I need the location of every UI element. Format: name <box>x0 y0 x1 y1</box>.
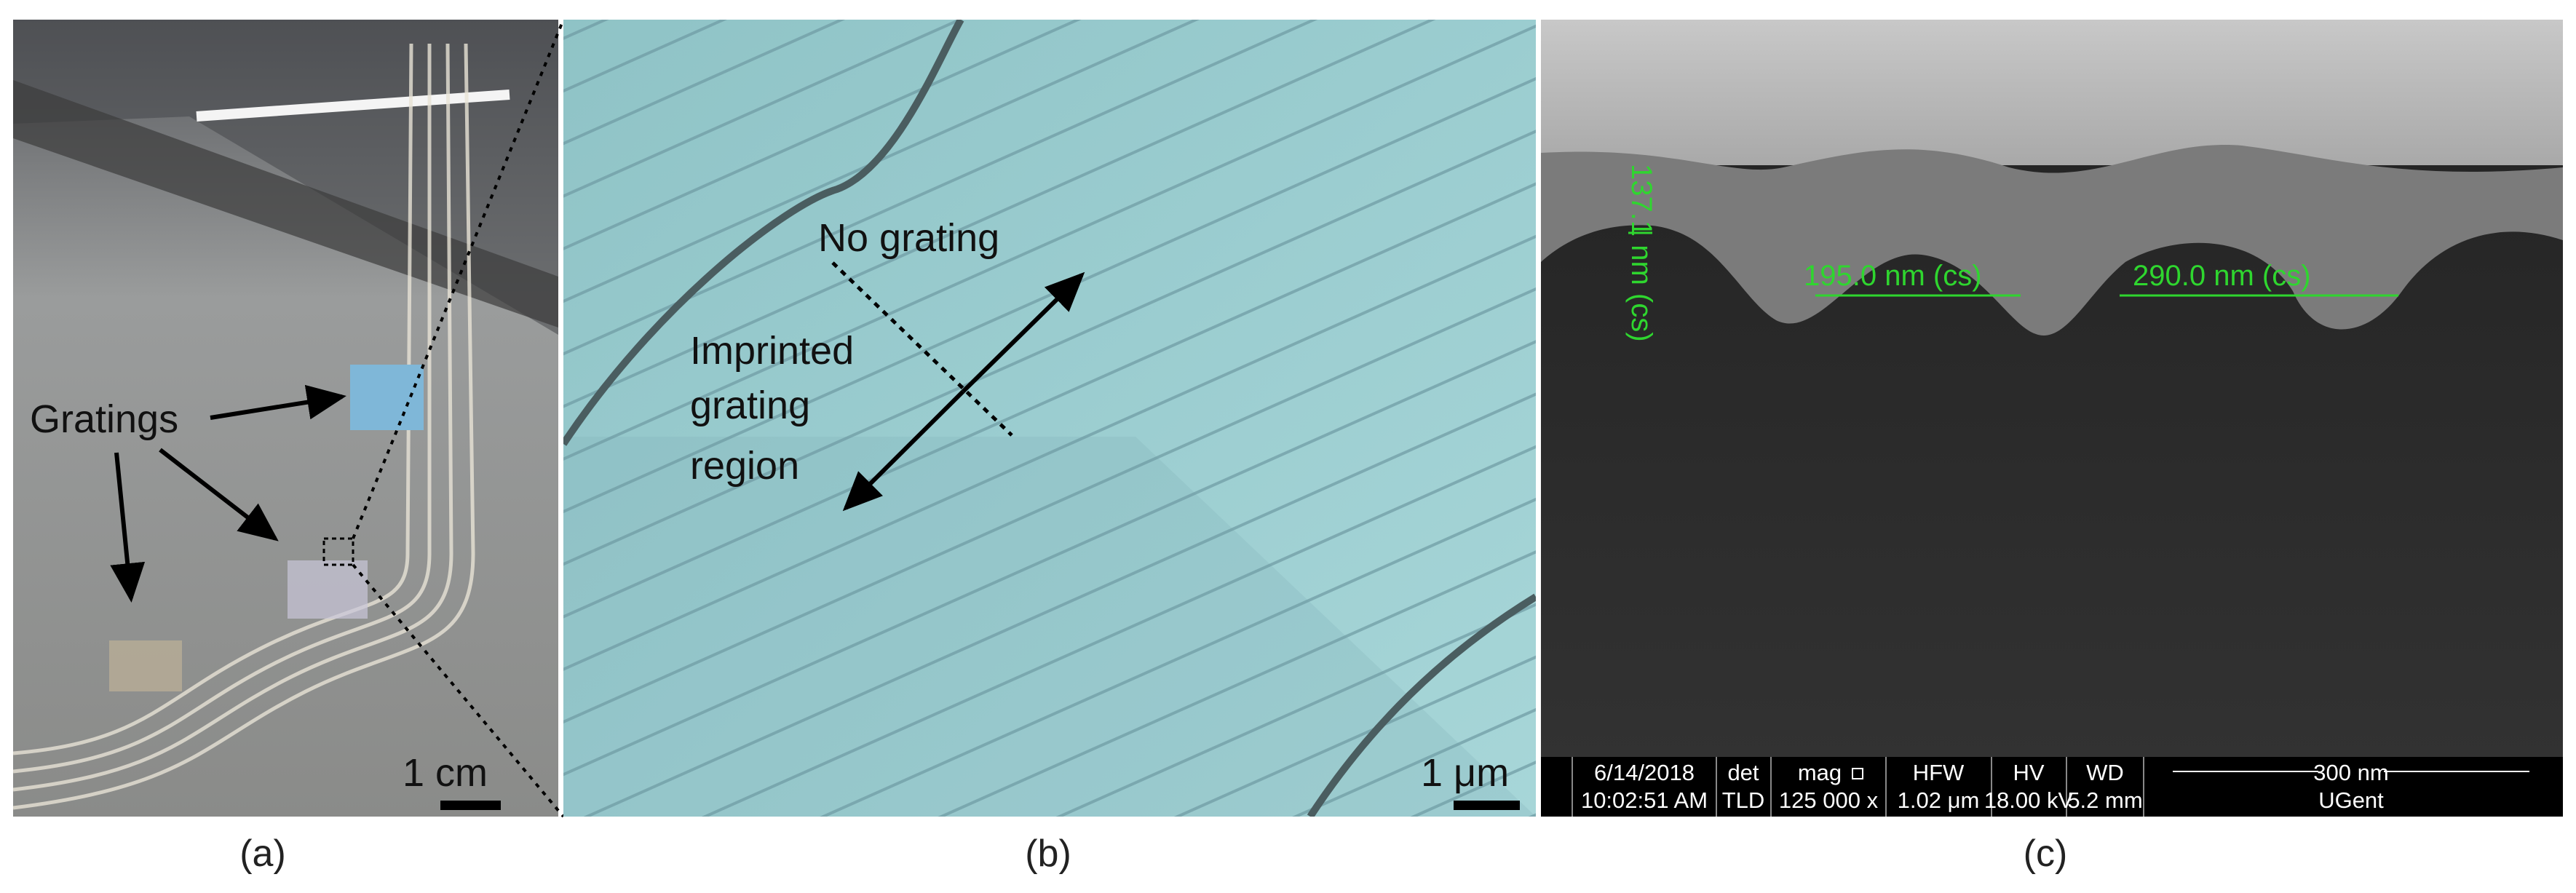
scale-bar-label: 1 μm <box>1421 751 1509 795</box>
measurement: 195.0 nm (cs) <box>1804 260 1982 292</box>
imprinted-label: region <box>690 444 799 488</box>
info-header: mag <box>1798 760 1842 785</box>
measurement: 137.1 nm (cs) <box>1625 164 1657 342</box>
info-lab: UGent <box>2318 787 2384 813</box>
info-date: 6/14/2018 <box>1594 760 1695 785</box>
imprinted-label: grating <box>690 384 810 427</box>
caption: (b) <box>1025 833 1071 875</box>
info-header: WD <box>2086 760 2124 785</box>
measurement: 290.0 nm (cs) <box>2133 260 2311 292</box>
info-value: 1.02 μm <box>1898 787 1980 813</box>
imprinted-label: Imprinted <box>690 329 854 373</box>
panel-a: Gratings 1 cm <box>13 20 558 817</box>
info-value: TLD <box>1722 787 1765 813</box>
info-value: 125 000 x <box>1779 787 1879 813</box>
caption: (c) <box>2024 833 2068 875</box>
info-value: 5.2 mm <box>2067 787 2142 813</box>
panel-b <box>563 20 1536 817</box>
info-scale: 300 nm <box>2313 760 2388 785</box>
no-grating-label: No grating <box>818 216 999 260</box>
info-header: HV <box>2013 760 2044 785</box>
info-header: HFW <box>1913 760 1965 785</box>
info-value: 18.00 kV <box>1984 787 2074 813</box>
info-time: 10:02:51 AM <box>1581 787 1708 813</box>
gratings-label: Gratings <box>30 397 178 441</box>
panel-c: 137.1 nm (cs) 195.0 nm (cs) 290.0 nm (cs… <box>1541 20 2563 817</box>
info-header: det <box>1727 760 1759 785</box>
caption: (a) <box>239 833 286 875</box>
scale-bar-label: 1 cm <box>403 751 488 795</box>
